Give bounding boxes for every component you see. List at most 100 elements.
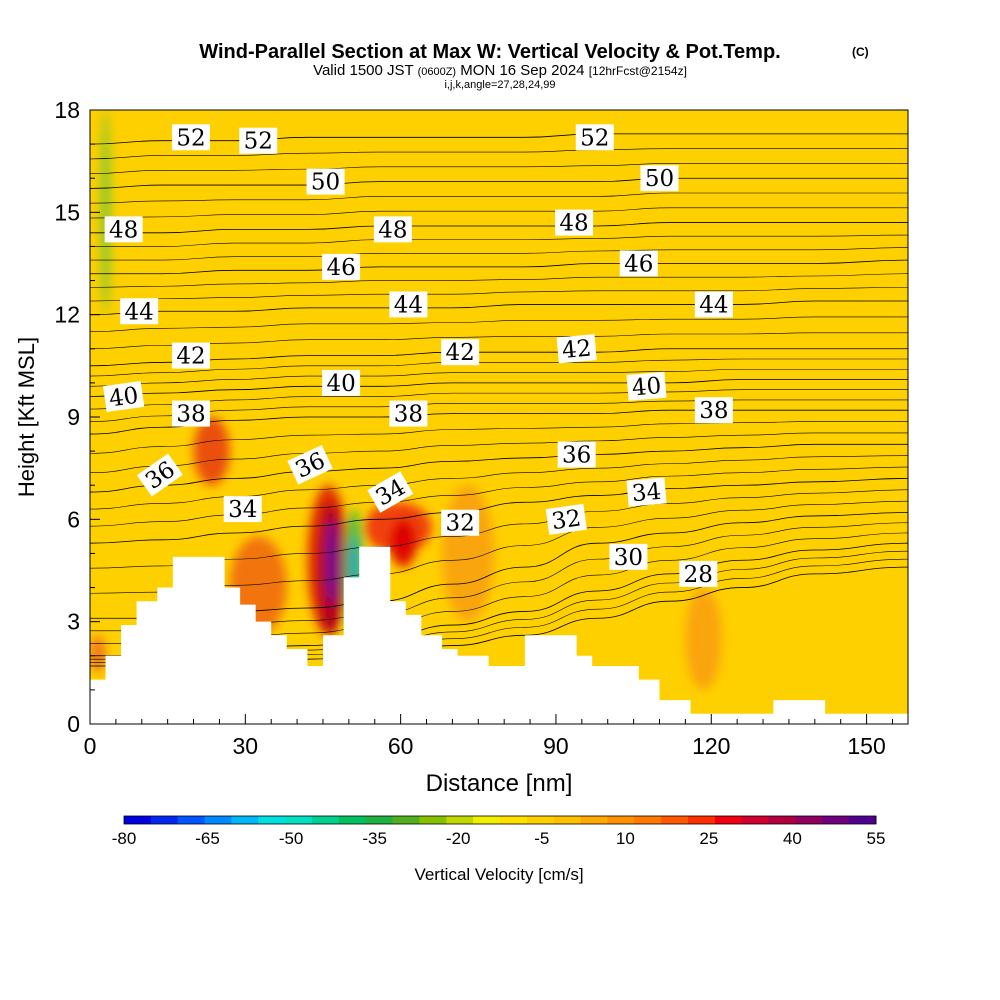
colorbar-swatch [446,816,474,824]
contour-line-42 [90,348,908,367]
contour-label-text: 52 [244,129,273,155]
contour-label-box [679,560,718,587]
colorbar-swatch [741,816,770,824]
colorbar-swatch [285,816,313,824]
contour-label-30: 30 [609,543,648,571]
contour-label-text: 48 [109,217,138,243]
contour-minor-32-1 [90,500,908,594]
colorbar-swatch [473,816,501,824]
colorbar-swatch [392,816,420,824]
y-tick-label: 15 [54,199,80,225]
contour-label-17: 40 [322,369,361,397]
contour-label-21: 38 [694,397,733,424]
velocity-patch-11 [442,485,494,622]
contour-label-box [389,291,428,318]
contour-label-text: 40 [326,371,355,397]
y-tick-label: 3 [67,609,80,635]
contour-label-box [367,471,414,513]
contour-label-text: 44 [394,292,423,318]
contour-label-text: 44 [699,292,728,318]
contour-label-box [373,216,412,243]
contour-minor-40-2 [90,358,908,377]
contour-label-box [694,291,733,318]
contour-label-4: 50 [640,165,679,192]
copyright-mark: (C) [852,45,869,59]
contour-label-8: 46 [322,253,361,281]
contour-label-text: 38 [699,398,728,424]
contour-label-box [306,168,345,195]
contour-label-box [136,453,183,497]
contour-label-box [322,253,361,280]
contour-label-text: 28 [684,562,713,588]
indices-line: i,j,k,angle=27,28,24,99 [444,79,555,91]
colorbar-tick-label: -5 [534,829,549,848]
contour-line-50 [90,177,908,189]
contour-label-text: 48 [378,217,407,243]
colorbar: -80 -65 -50 -35 -20 -5 10 25 40 55 [112,815,885,848]
velocity-patch-6 [390,519,417,568]
contour-label-text: 40 [631,373,662,401]
colorbar-swatch [312,816,340,824]
terrain [90,546,908,724]
contour-label-29: 32 [545,503,587,535]
colorbar-swatch [822,816,850,824]
contour-minor-50-1 [90,163,908,174]
contour-label-text: 46 [624,252,653,278]
contour-line-46 [90,259,908,275]
colorbar-swatch [849,816,877,824]
contour-line-40 [90,379,908,397]
colorbar-swatch [258,816,286,824]
contour-label-box [103,381,145,413]
colorbar-swatch [553,816,582,824]
colorbar-swatch [419,816,447,824]
contour-label-box [556,334,597,364]
contour-label-text: 34 [228,497,257,523]
contour-minor-48-2 [90,192,908,204]
colorbar-swatch [768,816,796,824]
contour-label-box [171,124,210,151]
velocity-patch-12 [685,587,722,690]
contour-label-text: 42 [561,336,592,364]
forecast-tag: [12hrFcst@2154z] [589,64,687,78]
contour-label-text: 32 [550,505,583,535]
contour-label-16: 40 [103,381,145,413]
contour-label-text: 50 [311,170,340,196]
contour-label-box [441,509,480,536]
contour-label-18: 40 [626,371,667,402]
contour-label-9: 46 [619,250,658,278]
contour-label-box [694,397,733,424]
colorbar-swatch [795,816,823,824]
velocity-patch-10 [90,635,106,673]
colorbar-swatch [150,816,179,824]
y-tick-label: 12 [54,302,80,328]
contour-minor-42-1 [90,332,908,350]
colorbar-frame [123,815,877,825]
contour-label-text: 52 [580,125,609,151]
y-tick-label: 9 [67,404,80,430]
colorbar-label: Vertical Velocity [cm/s] [414,865,583,884]
contour-label-box [555,209,594,236]
contour-label-2: 52 [575,124,614,151]
valid-prefix: Valid 1500 JST [313,62,413,79]
contour-label-box [441,339,480,366]
contour-label-25: 34 [223,496,262,523]
x-tick-label: 60 [388,733,414,759]
contour-label-text: 32 [446,511,475,537]
y-axis-label: Height [Kft MSL] [14,337,39,497]
colorbar-swatch [204,816,232,824]
contour-labels: 52 52 52 50 50 48 48 48 46 46 44 44 44 42 42 42 40 40 40 38… [103,124,733,588]
contour-minor-46-2 [90,234,908,247]
contour-label-box [171,342,210,369]
contour-line-44 [90,300,908,316]
contour-label-box [626,477,667,507]
contour-label-31: 28 [679,560,718,588]
contour-label-text: 40 [107,383,140,413]
contour-label-box [239,127,278,154]
contour-line-48 [90,222,908,234]
chart-title: Wind-Parallel Section at Max W: Vertical… [199,41,780,63]
contour-label-box [545,503,587,535]
valid-time-line: Valid 1500 JST (0600Z) MON 16 Sep 2024 [… [313,62,687,79]
contour-label-5: 48 [104,216,143,243]
contour-label-20: 38 [389,400,428,428]
